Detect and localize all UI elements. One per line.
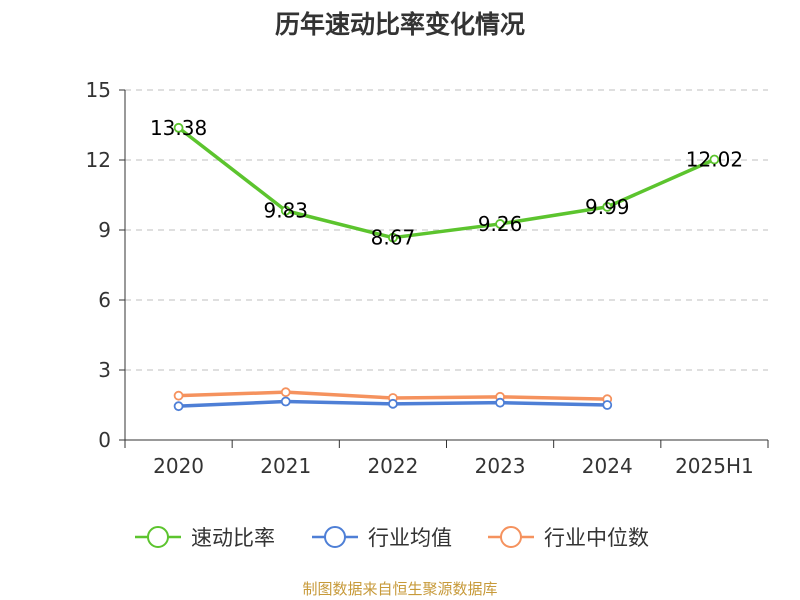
data-label: 9.99 [585, 195, 630, 219]
data-point [280, 205, 291, 216]
legend-label: 行业中位数 [544, 526, 649, 550]
legend-marker [147, 526, 169, 548]
data-point [280, 396, 291, 407]
series-line [176, 126, 717, 240]
data-label: 13.38 [150, 116, 207, 140]
data-point [709, 154, 720, 165]
y-tick-label: 15 [86, 78, 111, 102]
legend-label: 速动比率 [191, 526, 275, 550]
legend: 速动比率 行业均值 行业中位数 [135, 526, 649, 550]
x-tick-label: 2024 [582, 454, 633, 478]
data-point [173, 122, 184, 133]
data-point [602, 400, 613, 410]
data-point [388, 398, 398, 409]
x-tick-label: 2023 [475, 454, 526, 478]
data-label: 9.26 [478, 212, 523, 236]
data-label: 9.83 [263, 199, 308, 223]
chart-title: 历年速动比率变化情况 [275, 10, 525, 39]
data-point [495, 219, 505, 229]
y-tick-label: 0 [98, 428, 111, 452]
legend-label: 行业均值 [368, 526, 452, 550]
x-tick-label: 2020 [153, 454, 204, 478]
data-point [495, 397, 505, 408]
axes: 0 3 6 9 12 15 2020 2021 2022 2023 2024 2025H1 [86, 78, 769, 478]
legend-item: 速动比率 [135, 526, 275, 550]
data-label: 12.02 [686, 148, 743, 172]
data-point [388, 232, 398, 243]
y-tick-label: 3 [98, 358, 111, 382]
legend-marker [324, 526, 346, 548]
source-note: 制图数据来自恒生聚源数据库 [302, 580, 497, 598]
x-tick-label: 2025H1 [675, 454, 754, 478]
data-point [173, 390, 184, 401]
data-label: 8.67 [371, 226, 416, 250]
data-point [602, 201, 613, 212]
data-point [280, 387, 291, 398]
y-tick-label: 12 [86, 148, 111, 172]
data-point [173, 401, 184, 412]
legend-item: 行业均值 [312, 526, 452, 550]
data-labels: 13.38 9.83 8.67 9.26 9.99 12.02 [150, 116, 743, 250]
y-tick-label: 9 [98, 218, 111, 242]
x-tick-label: 2021 [260, 454, 311, 478]
legend-item: 行业中位数 [488, 526, 649, 550]
y-tick-label: 6 [98, 288, 111, 312]
x-tick-label: 2022 [367, 454, 418, 478]
series-lines [173, 122, 720, 412]
legend-marker [500, 526, 522, 548]
